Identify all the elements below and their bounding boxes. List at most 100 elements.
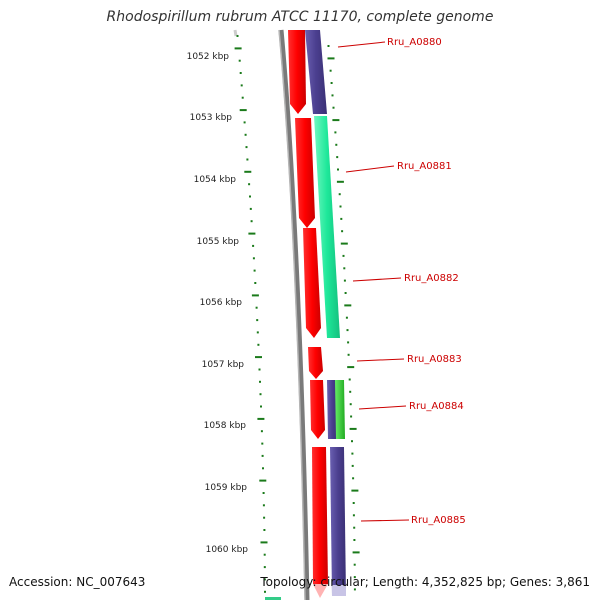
genome-backbone-highlight: [278, 29, 306, 600]
gene-feature-rru-a0881: [314, 116, 340, 338]
cds-track: [288, 30, 328, 598]
cds-feature-fade: [313, 584, 328, 598]
gene-label-rru-a0883: Rru_A0883: [407, 354, 462, 365]
ruler-major-tick: [340, 242, 348, 245]
ruler-minor-tick: [349, 390, 352, 393]
genome-backbone: [278, 29, 310, 600]
ruler-minor-tick: [262, 504, 265, 507]
ruler-minor-tick: [343, 267, 346, 270]
ruler-minor-tick: [259, 380, 261, 383]
label-leader-line: [352, 277, 402, 282]
ruler-minor-tick: [249, 195, 251, 198]
ruler-major-tick: [344, 304, 352, 307]
accession-text: Accession: NC_007643: [9, 575, 146, 589]
ruler-minor-tick: [337, 168, 339, 171]
gene-feature-edge: [265, 597, 281, 600]
ruler-minor-tick: [245, 146, 248, 149]
ruler-minor-tick: [327, 45, 330, 47]
ruler-tick-label: 1055 kbp: [197, 237, 240, 247]
ruler-minor-tick: [253, 269, 256, 272]
ruler-minor-tick: [335, 143, 338, 146]
strand-fragment: [233, 29, 238, 37]
ruler-tick-label: 1052 kbp: [187, 52, 230, 62]
ruler-minor-tick: [263, 553, 266, 556]
ruler-minor-tick: [239, 72, 242, 74]
ruler-minor-tick: [346, 329, 349, 332]
ruler-minor-tick: [351, 452, 354, 455]
ruler-minor-tick: [263, 516, 266, 519]
gene-track: [265, 30, 346, 600]
ruler-major-tick: [332, 119, 340, 122]
ruler-minor-tick: [264, 590, 266, 593]
ruler-minor-tick: [347, 341, 350, 344]
ruler-minor-tick: [252, 257, 255, 260]
ruler-minor-tick: [262, 492, 265, 494]
ruler-minor-tick: [352, 477, 355, 480]
ruler-minor-tick: [252, 244, 255, 247]
ruler-minor-tick: [260, 430, 263, 433]
ruler-minor-tick: [250, 220, 253, 223]
ruler-minor-tick: [263, 578, 266, 581]
ruler-minor-tick: [259, 393, 262, 396]
gene-feature-rru-a0880: [305, 30, 327, 114]
ruler-minor-tick: [341, 230, 344, 233]
ruler-minor-tick: [258, 368, 261, 371]
label-leader-line: [360, 519, 410, 522]
ruler-tick-label: 1056 kbp: [200, 298, 243, 308]
ruler-minor-tick: [349, 403, 352, 406]
ruler-major-tick: [351, 489, 359, 492]
ruler-major-tick: [255, 356, 262, 359]
ruler-major-tick: [239, 109, 247, 112]
ruler-minor-tick: [261, 454, 264, 457]
topology-text: Topology: circular; Length: 4,352,825 bp…: [260, 575, 590, 589]
ruler-minor-tick: [248, 183, 251, 186]
gene-labels: Rru_A0880 Rru_A0881 Rru_A0882 Rru_A0883 …: [337, 37, 466, 526]
gene-feature-rru-a0884-green: [335, 380, 345, 439]
gene-feature-rru-a0884: [327, 380, 337, 439]
ruler-minor-tick: [343, 279, 346, 282]
ruler-minor-tick: [249, 207, 252, 210]
ruler-minor-tick: [352, 514, 355, 517]
ruler-tick-label: 1057 kbp: [202, 360, 245, 370]
ruler-minor-tick: [334, 131, 337, 134]
ruler-major-tick: [327, 57, 335, 60]
gene-label-rru-a0884: Rru_A0884: [409, 401, 464, 412]
ruler-minor-tick: [244, 133, 247, 136]
ruler-minor-tick: [347, 353, 350, 356]
ruler-minor-tick: [254, 282, 257, 284]
ruler-minor-tick: [340, 217, 343, 220]
cds-feature: [312, 447, 328, 596]
ruler-major-tick: [248, 232, 256, 235]
map-title: Rhodospirillum rubrum ATCC 11170, comple…: [106, 9, 494, 25]
ruler-minor-tick: [243, 121, 246, 124]
ruler-minor-tick: [353, 576, 356, 579]
ruler-minor-tick: [256, 319, 259, 322]
ruler-minor-tick: [344, 292, 347, 294]
ruler-tick-label: 1058 kbp: [204, 421, 247, 431]
ruler-minor-tick: [352, 502, 355, 504]
ruler-ticks-left: [234, 35, 268, 593]
ruler-minor-tick: [345, 316, 348, 319]
cds-feature: [308, 347, 323, 379]
ruler-minor-tick: [261, 442, 264, 445]
ruler-major-tick: [352, 551, 360, 554]
cds-feature: [310, 380, 325, 439]
label-leader-line: [345, 165, 395, 173]
ruler-minor-tick: [260, 405, 262, 408]
ruler-minor-tick: [329, 69, 332, 72]
ruler-minor-tick: [246, 158, 249, 161]
label-leader-line: [356, 358, 405, 362]
ruler-minor-tick: [262, 467, 264, 470]
ruler-minor-tick: [263, 566, 266, 569]
ruler-minor-tick: [256, 331, 259, 334]
ruler-major-tick: [336, 180, 344, 183]
ruler-ticks-right: [327, 45, 360, 591]
ruler-minor-tick: [348, 378, 351, 381]
ruler-major-tick: [349, 427, 357, 430]
ruler-minor-tick: [353, 563, 356, 566]
ruler-major-tick: [234, 47, 242, 50]
gene-feature-rru-a0885: [330, 447, 346, 596]
ruler-minor-tick: [338, 193, 341, 196]
